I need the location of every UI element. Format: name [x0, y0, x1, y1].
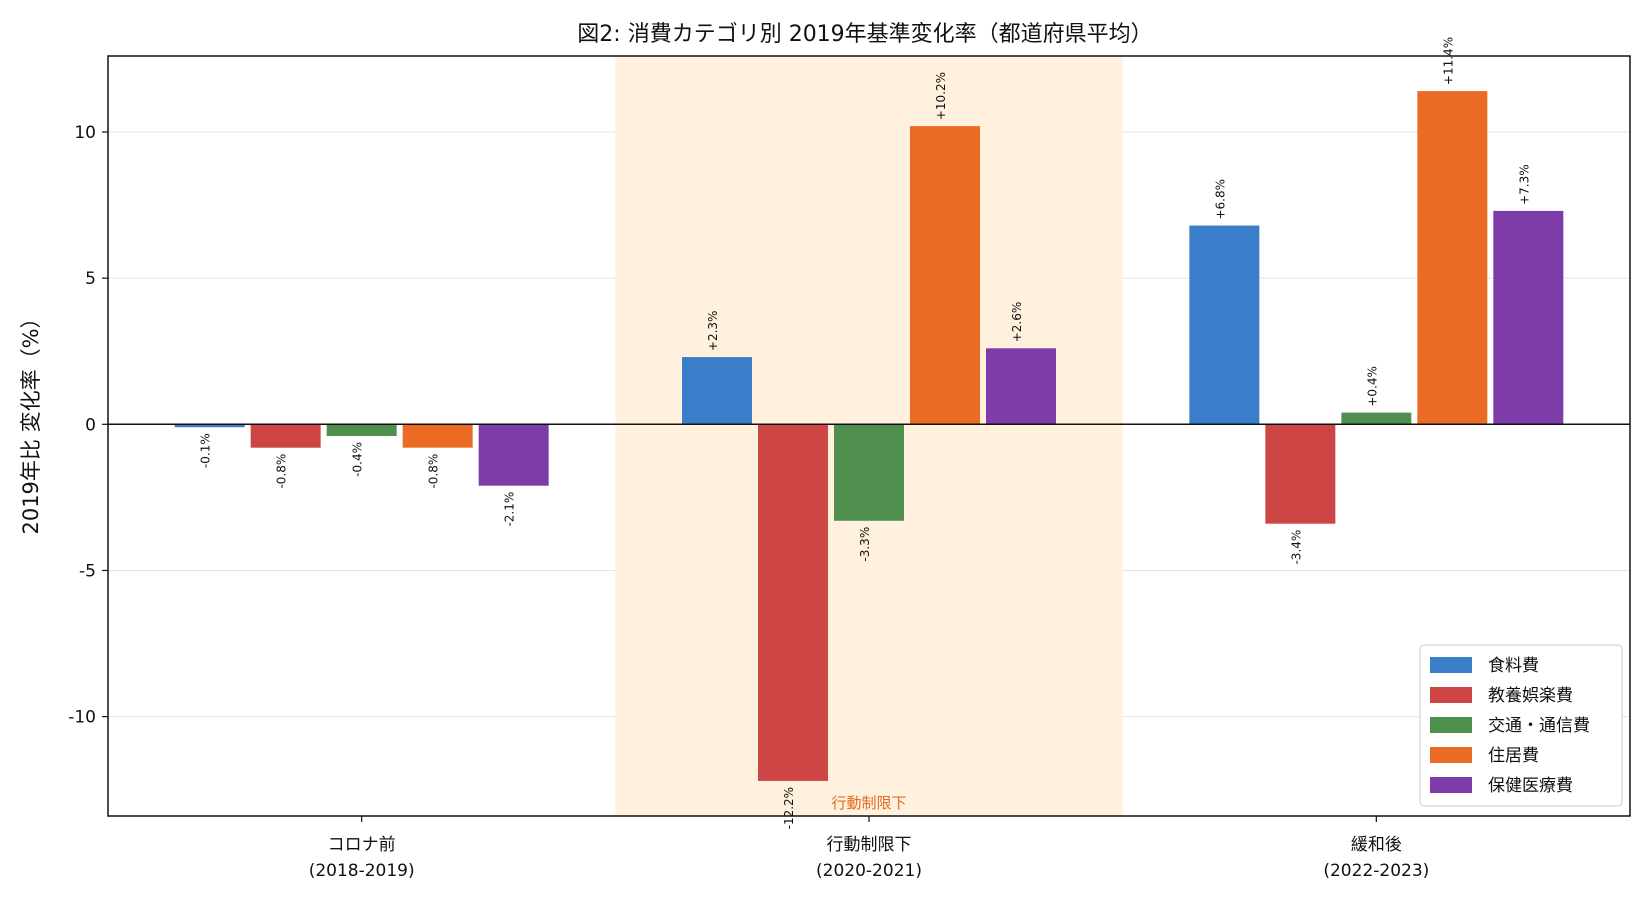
- bar: [834, 424, 904, 521]
- bar: [910, 126, 980, 425]
- y-tick-label: -5: [79, 561, 96, 581]
- legend-label: 保健医療費: [1488, 776, 1573, 796]
- label-layer: -0.1% +2.3% +6.8% -0.8% -12.2% -3.4% -0.4% -3.3…: [199, 37, 1532, 829]
- data-label: -3.4%: [1289, 530, 1303, 565]
- chart-title: 図2: 消費カテゴリ別 2019年基準変化率（都道府県平均）: [577, 22, 1152, 47]
- x-tick-label-line: (2022-2023): [1323, 861, 1429, 881]
- legend-label: 教養娯楽費: [1488, 686, 1573, 706]
- highlight-label: 行動制限下: [831, 794, 906, 812]
- data-label: -0.4%: [351, 442, 365, 477]
- bar: [682, 357, 752, 425]
- data-label: +6.8%: [1213, 179, 1227, 220]
- bar-layer: [174, 91, 1564, 781]
- data-label: -0.8%: [275, 454, 289, 489]
- bar: [1341, 412, 1412, 425]
- bar: [174, 424, 245, 428]
- bar: [250, 424, 321, 448]
- axis-layer: -10 -5 0 5 10 コロナ前 (2018-2019) 行動制限下 (2020-2021)…: [68, 55, 1631, 881]
- data-label: -0.8%: [427, 454, 441, 489]
- bar: [478, 424, 549, 486]
- bar: [1189, 225, 1260, 425]
- data-label: +11.4%: [1441, 37, 1455, 85]
- bar: [1417, 91, 1488, 425]
- legend-box: [1419, 644, 1623, 807]
- x-tick-label-line: コロナ前: [328, 835, 396, 855]
- y-axis-label: 2019年比 変化率（%）: [19, 307, 43, 534]
- legend-swatch: [1430, 777, 1472, 793]
- legend-swatch: [1430, 657, 1472, 673]
- x-tick-label-line: (2018-2019): [309, 861, 415, 881]
- bar: [326, 424, 397, 436]
- legend-label: 食料費: [1488, 656, 1539, 676]
- data-label: -3.3%: [858, 527, 872, 562]
- bar: [758, 424, 828, 781]
- legend-swatch: [1430, 717, 1472, 733]
- data-label: -2.1%: [503, 492, 517, 527]
- x-tick-label: 緩和後 (2022-2023): [1323, 835, 1429, 881]
- bar: [1493, 210, 1564, 425]
- data-label: +2.3%: [706, 311, 720, 352]
- data-label: -0.1%: [199, 433, 213, 468]
- data-label: +0.4%: [1365, 366, 1379, 407]
- bar: [402, 424, 473, 448]
- bar: [986, 348, 1056, 425]
- data-label: +10.2%: [934, 72, 948, 120]
- data-label: +2.6%: [1010, 302, 1024, 343]
- y-tick-label: 5: [85, 269, 96, 289]
- legend-label: 交通・通信費: [1488, 716, 1590, 736]
- x-tick-label-line: 行動制限下: [827, 835, 912, 855]
- bar: [1265, 424, 1336, 524]
- x-tick-label-line: (2020-2021): [816, 861, 922, 881]
- legend-swatch: [1430, 747, 1472, 763]
- x-tick-label: 行動制限下 (2020-2021): [816, 835, 922, 881]
- legend-swatch: [1430, 687, 1472, 703]
- data-label: +7.3%: [1517, 164, 1531, 205]
- y-tick-label: 0: [85, 415, 96, 435]
- y-tick-label: -10: [68, 708, 96, 728]
- x-tick-label-line: 緩和後: [1351, 835, 1402, 855]
- x-tick-label: コロナ前 (2018-2019): [309, 835, 415, 881]
- y-tick-label: 10: [74, 123, 96, 143]
- data-label: -12.2%: [782, 787, 796, 829]
- legend-label: 住居費: [1488, 746, 1539, 766]
